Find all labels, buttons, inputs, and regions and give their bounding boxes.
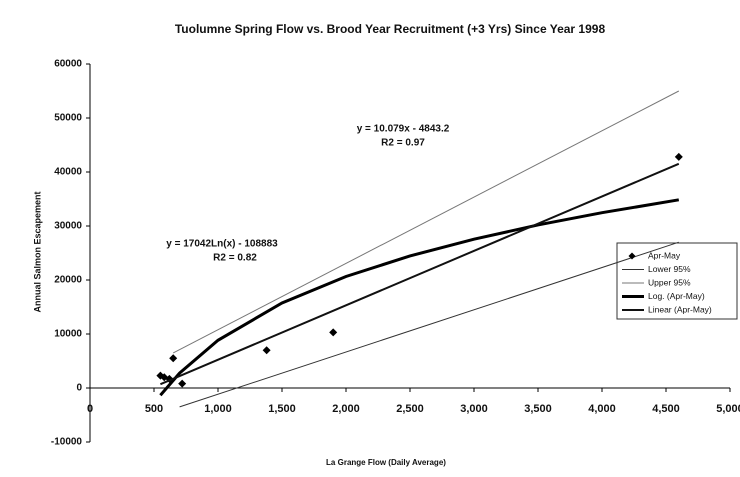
legend-marker [628,252,636,260]
legend-label: Lower 95% [648,264,691,274]
x-tick-label: 2,000 [332,403,360,415]
trend-line [179,241,679,408]
data-point [262,346,271,355]
annotation: R2 = 0.82 [213,253,257,264]
y-tick-label: 10000 [54,329,82,340]
data-point [674,152,683,161]
trend-line [172,90,680,354]
x-tick-label: 500 [145,403,163,415]
data-point [178,379,187,388]
x-tick-label: 1,500 [268,403,296,415]
annotation: y = 10.079x - 4843.2 [357,124,450,135]
chart-title: Tuolumne Spring Flow vs. Brood Year Recr… [175,22,606,36]
y-tick-label: 30000 [54,221,82,232]
y-tick-label: 20000 [54,275,82,286]
y-tick-label: 0 [76,383,82,394]
x-tick-label: 3,000 [460,403,488,415]
trend-line [159,198,680,397]
x-tick-label: 0 [87,403,93,415]
y-axis-label: Annual Salmon Escapement [32,191,42,312]
legend-label: Log. (Apr-May) [648,291,705,301]
data-point [329,328,338,337]
legend-label: Linear (Apr-May) [648,304,712,314]
data-point [169,354,178,363]
x-tick-label: 3,500 [524,403,552,415]
trend-line [160,162,680,386]
x-tick-label: 2,500 [396,403,424,415]
x-tick-label: 4,000 [588,403,616,415]
x-tick-label: 1,000 [204,403,232,415]
x-tick-label: 5,000 [716,403,740,415]
legend-label: Apr-May [648,250,681,260]
legend-label: Upper 95% [648,277,691,287]
annotation: R2 = 0.97 [381,138,425,149]
x-axis-label: La Grange Flow (Daily Average) [326,458,446,467]
x-tick-label: 4,500 [652,403,680,415]
y-tick-label: 40000 [54,167,82,178]
y-tick-label: 60000 [54,59,82,70]
annotation: y = 17042Ln(x) - 108883 [166,239,278,250]
y-tick-label: -10000 [51,437,83,448]
y-tick-label: 50000 [54,113,82,124]
